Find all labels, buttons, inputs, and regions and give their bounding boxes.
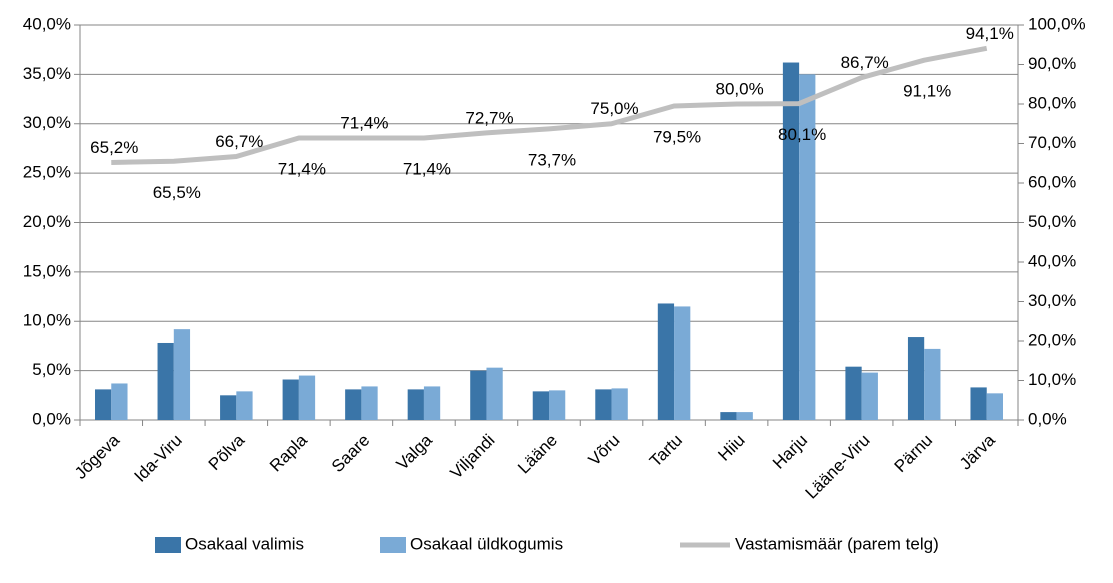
- data-label: 73,7%: [528, 150, 576, 169]
- bar: [674, 306, 691, 420]
- bar: [782, 62, 800, 421]
- data-label: 65,5%: [153, 183, 201, 202]
- bar: [657, 303, 675, 420]
- x-tick-label: Ida-Viru: [130, 431, 185, 486]
- bar: [970, 387, 987, 420]
- bar: [111, 383, 128, 420]
- y-tick-label: 0,0%: [32, 409, 71, 428]
- legend-swatch: [155, 537, 181, 553]
- y2-tick-label: 10,0%: [1028, 370, 1076, 389]
- bar: [595, 389, 612, 420]
- x-tick-label: Lääne: [514, 431, 561, 478]
- bar: [986, 393, 1003, 420]
- bar: [907, 337, 925, 420]
- x-tick-label: Tartu: [646, 431, 686, 471]
- data-label: 91,1%: [903, 82, 951, 101]
- y2-tick-label: 80,0%: [1028, 93, 1076, 112]
- x-tick-label: Valga: [393, 430, 437, 474]
- bar: [924, 348, 941, 420]
- data-label: 71,4%: [278, 159, 326, 178]
- line: [111, 45, 988, 165]
- data-label: 75,0%: [590, 99, 638, 118]
- bar: [173, 329, 191, 420]
- bar: [549, 390, 566, 420]
- data-label: 86,7%: [841, 53, 889, 72]
- legend-label: Osakaal valimis: [185, 534, 304, 553]
- x-tick-label: Rapla: [266, 430, 311, 475]
- bar: [611, 388, 628, 420]
- bar: [95, 389, 112, 420]
- bar: [470, 370, 487, 420]
- bar: [407, 389, 424, 420]
- y2-tick-label: 50,0%: [1028, 212, 1076, 231]
- y2-tick-label: 100,0%: [1028, 14, 1086, 33]
- data-label: 66,7%: [215, 132, 263, 151]
- bar: [861, 372, 878, 420]
- y-tick-label: 20,0%: [23, 212, 71, 231]
- x-tick-label: Saare: [328, 431, 374, 477]
- legend-swatch: [380, 537, 406, 553]
- legend-label: Osakaal üldkogumis: [410, 534, 563, 553]
- data-label: 71,4%: [403, 159, 451, 178]
- bar: [220, 395, 237, 420]
- bar: [236, 391, 253, 420]
- y-tick-label: 10,0%: [23, 311, 71, 330]
- x-tick-label: Harju: [769, 431, 811, 473]
- bar: [720, 412, 737, 420]
- y2-tick-label: 40,0%: [1028, 251, 1076, 270]
- data-label: 80,1%: [778, 125, 826, 144]
- x-tick-label: Hiiu: [714, 431, 748, 465]
- data-label: 80,0%: [715, 79, 763, 98]
- x-tick-label: Võru: [585, 431, 624, 470]
- bar: [361, 386, 378, 420]
- data-label: 65,2%: [90, 138, 138, 157]
- bar: [799, 74, 816, 420]
- y2-tick-label: 60,0%: [1028, 172, 1076, 191]
- data-label: 79,5%: [653, 127, 701, 146]
- y2-tick-label: 20,0%: [1028, 330, 1076, 349]
- x-tick-label: Järva: [956, 430, 999, 473]
- y-tick-label: 25,0%: [23, 163, 71, 182]
- bar: [282, 379, 299, 420]
- x-tick-label: Pärnu: [891, 431, 937, 477]
- bar: [532, 391, 549, 420]
- bar: [423, 386, 441, 420]
- y-tick-label: 40,0%: [23, 14, 71, 33]
- bar: [345, 389, 362, 420]
- bar: [157, 342, 174, 420]
- y-tick-label: 5,0%: [32, 360, 71, 379]
- x-tick-label: Jõgeva: [71, 430, 124, 483]
- legend-label: Vastamismäär (parem telg): [735, 534, 939, 553]
- y2-tick-label: 90,0%: [1028, 54, 1076, 73]
- bar: [298, 375, 316, 420]
- y2-tick-label: 0,0%: [1028, 409, 1067, 428]
- data-label: 94,1%: [966, 24, 1014, 43]
- y-tick-label: 30,0%: [23, 113, 71, 132]
- x-tick-label: Põlva: [205, 430, 249, 474]
- data-label: 71,4%: [340, 113, 388, 132]
- y-tick-label: 35,0%: [23, 64, 71, 83]
- y2-tick-label: 30,0%: [1028, 291, 1076, 310]
- bar: [486, 367, 503, 420]
- bar: [845, 366, 862, 420]
- bar: [736, 412, 753, 420]
- data-label: 72,7%: [465, 108, 513, 127]
- x-tick-label: Lääne-Viru: [802, 431, 874, 503]
- y2-tick-label: 70,0%: [1028, 133, 1076, 152]
- y-tick-label: 15,0%: [23, 261, 71, 280]
- x-tick-label: Viljandi: [446, 431, 498, 483]
